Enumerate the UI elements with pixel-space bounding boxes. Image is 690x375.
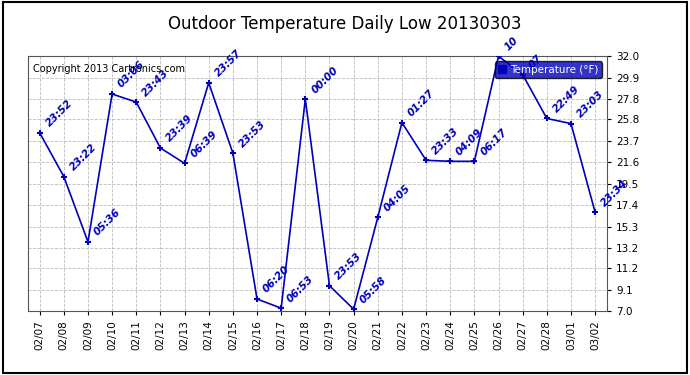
- Text: 10: 10: [503, 35, 520, 52]
- Text: 23:34: 23:34: [600, 178, 630, 208]
- Text: 06:53: 06:53: [286, 273, 316, 304]
- Text: 23:33: 23:33: [431, 126, 461, 156]
- Text: 05:36: 05:36: [92, 207, 123, 238]
- Text: 22:49: 22:49: [551, 84, 582, 114]
- Text: 01:27: 01:27: [406, 88, 437, 118]
- Legend: Temperature (°F): Temperature (°F): [495, 62, 602, 78]
- Text: 23:22: 23:22: [68, 142, 99, 172]
- Text: 23:03: 23:03: [575, 89, 606, 119]
- Text: 06:20: 06:20: [262, 264, 292, 295]
- Text: 00:00: 00:00: [310, 64, 340, 95]
- Text: 23:57: 23:57: [213, 48, 244, 79]
- Text: 23:43: 23:43: [141, 68, 171, 98]
- Text: 23:53: 23:53: [334, 251, 364, 282]
- Text: 23:53: 23:53: [237, 118, 268, 149]
- Text: Copyright 2013 Cartronics.com: Copyright 2013 Cartronics.com: [33, 64, 186, 74]
- Text: 23:39: 23:39: [165, 113, 195, 144]
- Text: 23:52: 23:52: [44, 98, 75, 129]
- Text: 06:17: 06:17: [479, 127, 509, 157]
- Text: 06:39: 06:39: [189, 129, 219, 159]
- Text: 03:06: 03:06: [117, 59, 147, 90]
- Text: 07: 07: [527, 53, 544, 70]
- Text: 05:58: 05:58: [358, 274, 388, 305]
- Text: 04:05: 04:05: [382, 183, 413, 213]
- Text: Outdoor Temperature Daily Low 20130303: Outdoor Temperature Daily Low 20130303: [168, 15, 522, 33]
- Text: 04:09: 04:09: [455, 127, 485, 157]
